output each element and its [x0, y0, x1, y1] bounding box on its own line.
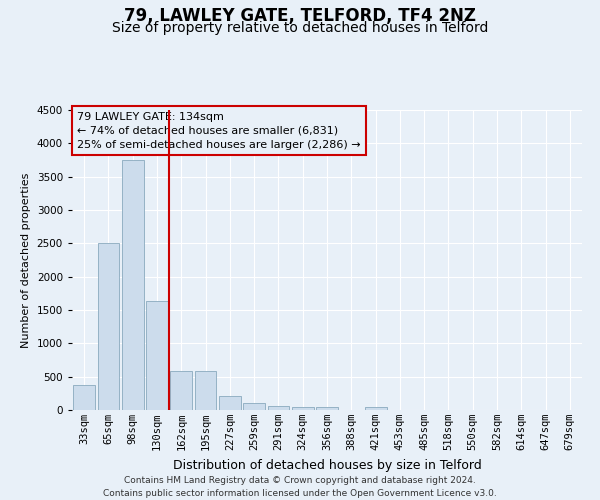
Text: Size of property relative to detached houses in Telford: Size of property relative to detached ho… — [112, 21, 488, 35]
Text: Contains HM Land Registry data © Crown copyright and database right 2024.
Contai: Contains HM Land Registry data © Crown c… — [103, 476, 497, 498]
Bar — [146, 300, 168, 410]
Bar — [243, 403, 265, 410]
Y-axis label: Number of detached properties: Number of detached properties — [21, 172, 31, 348]
Text: 79 LAWLEY GATE: 134sqm
← 74% of detached houses are smaller (6,831)
25% of semi-: 79 LAWLEY GATE: 134sqm ← 74% of detached… — [77, 112, 361, 150]
Bar — [122, 160, 143, 410]
X-axis label: Distribution of detached houses by size in Telford: Distribution of detached houses by size … — [173, 458, 481, 471]
Text: 79, LAWLEY GATE, TELFORD, TF4 2NZ: 79, LAWLEY GATE, TELFORD, TF4 2NZ — [124, 8, 476, 26]
Bar — [268, 406, 289, 410]
Bar — [170, 370, 192, 410]
Bar — [316, 408, 338, 410]
Bar — [194, 370, 217, 410]
Bar — [97, 244, 119, 410]
Bar — [73, 386, 95, 410]
Bar — [292, 408, 314, 410]
Bar — [365, 407, 386, 410]
Bar — [219, 396, 241, 410]
